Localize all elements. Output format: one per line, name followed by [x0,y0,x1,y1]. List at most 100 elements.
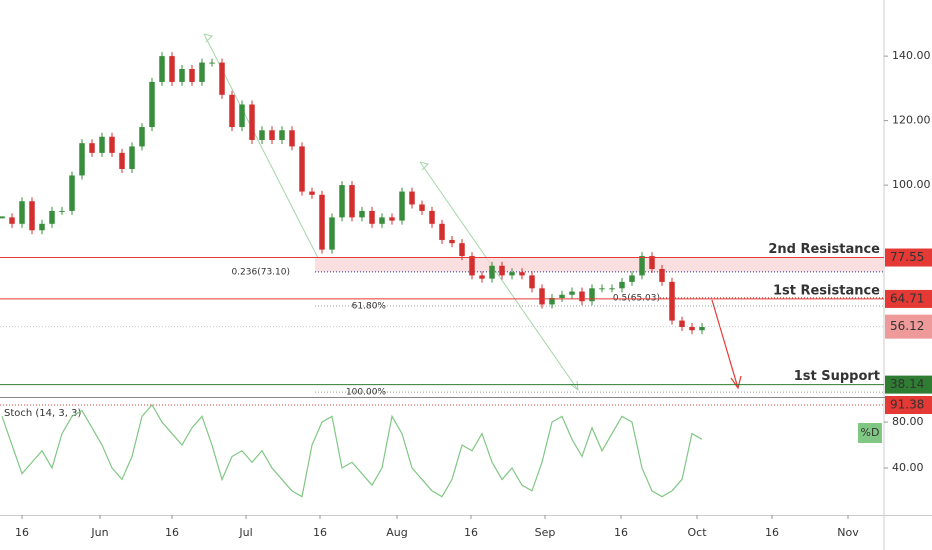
candle [619,281,625,289]
last-price-label: 56.12 [890,319,924,333]
candle [469,256,475,276]
x-tick-label: 16 [765,526,779,539]
x-tick-label: 16 [15,526,29,539]
stoch-tick-label: 80.00 [892,415,924,428]
candle [529,275,535,289]
candle [309,191,315,195]
candle [189,69,195,82]
level-label: 1st Resistance [773,283,880,298]
arrow-head [203,33,213,43]
candle [399,191,405,221]
candle [179,69,185,82]
arrow-head [569,380,579,392]
candle [249,104,255,140]
candle [539,288,545,305]
level-label: 1st Support [794,369,880,384]
candle [609,288,615,290]
stoch-line [1,403,703,498]
fib-label: 61.80% [352,302,387,312]
x-tick-label: Jul [238,526,252,539]
x-tick-label: Sep [535,526,556,539]
candle [439,223,445,240]
stoch-tick-label: 40.00 [892,461,924,474]
fib-label: 0.236(73.10) [231,267,290,277]
candle [499,265,505,276]
candle [319,194,325,250]
x-tick-label: 16 [313,526,327,539]
candle [559,294,565,298]
level-value: 77.55 [890,250,924,264]
x-tick-label: Nov [837,526,859,539]
last-price-box [885,314,932,339]
candle [79,143,85,176]
x-tick-label: 16 [464,526,478,539]
candle [139,127,145,147]
x-tick-label: 16 [165,526,179,539]
resistance-zone [315,257,884,272]
candle [209,62,215,64]
candle [369,210,375,224]
candle [349,185,355,218]
candle [359,210,365,218]
stoch-last-label: 91.38 [890,398,924,412]
candle [269,130,275,140]
x-tick-label: Aug [386,526,407,539]
candle [29,201,35,231]
candle [549,297,555,305]
candle [629,275,635,282]
candle [449,239,455,244]
level-box [885,375,932,394]
level-label: 2nd Resistance [768,242,880,257]
candle [219,62,225,95]
candle [89,143,95,153]
trend-arrow [419,161,579,391]
candle [569,291,575,295]
candle [289,130,295,147]
x-tick-label: Oct [687,526,707,539]
fib-label: 100.00% [346,388,386,398]
candle [39,223,45,231]
candle [579,291,585,302]
candle [459,243,465,257]
candle [49,210,55,224]
y-tick-label: 100.00 [892,178,931,191]
level-value: 38.14 [890,377,924,391]
candle [109,136,115,153]
candle [229,94,235,128]
candle [9,217,15,224]
candle [69,175,75,211]
candle [699,327,705,331]
candle [299,146,305,192]
candle [649,256,655,269]
forecast-arrow [711,299,742,390]
candle [279,130,285,140]
level-value: 64.71 [890,291,924,305]
y-tick-label: 140.00 [892,49,931,62]
candle [509,272,515,276]
candle [479,275,485,279]
arrow-head [419,161,429,171]
arrow-line [711,299,739,389]
candle [639,256,645,276]
candle [429,210,435,224]
candle [59,210,65,212]
candle [329,217,335,250]
stoch-legend: %D [861,426,880,439]
arrow-head [730,375,742,390]
level-box [885,289,932,308]
level-box [885,248,932,267]
stoch-legend-box [858,423,882,443]
candle [409,191,415,205]
candle [149,81,155,128]
candle [389,217,395,221]
candle [159,56,165,82]
candle [599,288,605,290]
x-tick-label: 16 [614,526,628,539]
candle [659,268,665,282]
fib-label: 0.5(65.03) [613,293,660,303]
candle [679,320,685,328]
candle [239,104,245,128]
candle [199,62,205,82]
